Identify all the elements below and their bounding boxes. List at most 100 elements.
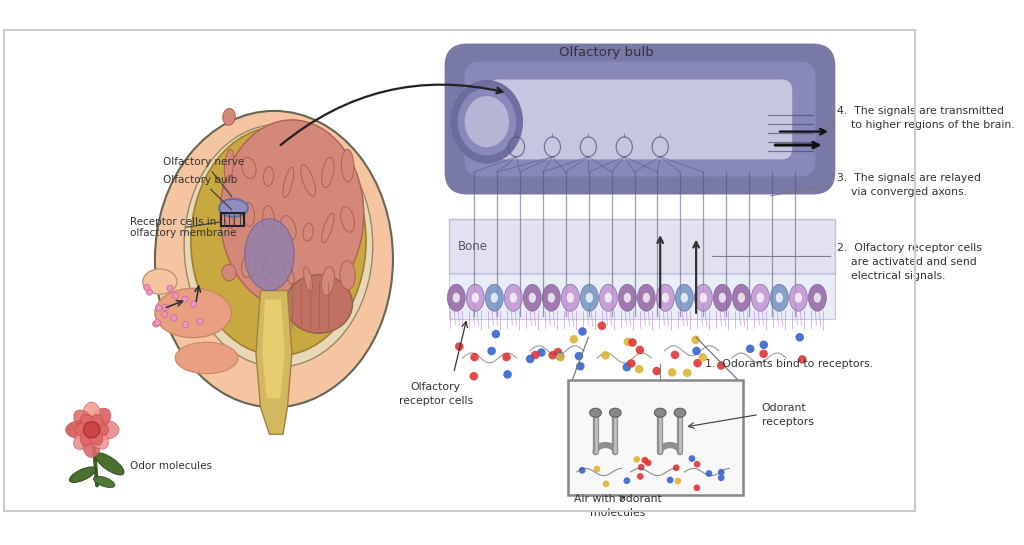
Ellipse shape [465,96,509,147]
Ellipse shape [636,346,644,354]
Ellipse shape [530,351,540,359]
Ellipse shape [155,319,161,326]
Ellipse shape [242,253,256,277]
Text: Air with odorant
molecules: Air with odorant molecules [574,494,662,518]
Ellipse shape [645,459,651,466]
Ellipse shape [155,288,231,338]
Ellipse shape [674,408,686,417]
Ellipse shape [283,167,294,197]
Ellipse shape [503,353,511,361]
Ellipse shape [143,284,150,290]
Ellipse shape [598,322,606,330]
Ellipse shape [219,199,248,217]
Ellipse shape [83,432,100,458]
Ellipse shape [624,477,630,484]
Text: Receptor cells in
olfactory membrane: Receptor cells in olfactory membrane [130,217,237,239]
Ellipse shape [263,167,273,186]
Ellipse shape [634,456,640,463]
Ellipse shape [153,321,159,327]
Ellipse shape [322,267,335,295]
Ellipse shape [89,408,111,431]
Ellipse shape [579,327,587,336]
Ellipse shape [172,293,178,299]
Ellipse shape [470,353,479,361]
Ellipse shape [795,292,803,303]
Ellipse shape [74,429,94,450]
Ellipse shape [84,422,99,438]
Ellipse shape [618,284,636,311]
Ellipse shape [220,120,364,308]
Ellipse shape [95,453,124,475]
Ellipse shape [760,341,768,349]
Ellipse shape [732,284,751,311]
Bar [567,380,742,495]
Ellipse shape [609,408,622,417]
Ellipse shape [556,353,564,361]
Ellipse shape [70,467,96,482]
Ellipse shape [528,292,537,303]
Ellipse shape [222,264,237,281]
Ellipse shape [561,284,580,311]
Ellipse shape [790,284,807,311]
Ellipse shape [624,292,632,303]
Ellipse shape [75,423,94,437]
Ellipse shape [523,284,542,311]
Ellipse shape [590,408,601,417]
Ellipse shape [155,111,393,407]
Ellipse shape [691,336,699,344]
Ellipse shape [652,367,660,376]
Ellipse shape [487,347,496,355]
Ellipse shape [286,275,352,333]
Ellipse shape [656,284,675,311]
Ellipse shape [642,292,650,303]
Ellipse shape [162,311,168,318]
Ellipse shape [671,350,679,359]
Ellipse shape [171,315,177,321]
Ellipse shape [90,420,119,439]
Ellipse shape [717,361,725,370]
Ellipse shape [537,348,546,357]
Text: Odor molecules: Odor molecules [130,461,212,471]
Ellipse shape [490,292,499,303]
Ellipse shape [283,258,294,285]
Ellipse shape [745,344,755,353]
Ellipse shape [80,427,95,445]
Ellipse shape [549,351,557,360]
Ellipse shape [752,284,769,311]
Ellipse shape [88,427,102,445]
Ellipse shape [667,477,674,483]
Ellipse shape [601,351,610,360]
Ellipse shape [74,410,94,431]
Ellipse shape [242,158,256,178]
FancyBboxPatch shape [487,80,793,160]
Ellipse shape [93,476,115,488]
Ellipse shape [190,301,197,307]
Ellipse shape [224,149,233,180]
Ellipse shape [586,292,593,303]
Ellipse shape [623,363,631,371]
Ellipse shape [340,261,355,289]
Ellipse shape [594,465,600,473]
Ellipse shape [466,284,484,311]
Ellipse shape [243,202,254,226]
Ellipse shape [182,296,188,302]
Ellipse shape [245,219,294,290]
Ellipse shape [574,352,584,360]
Ellipse shape [471,292,479,303]
Ellipse shape [163,304,169,311]
Text: Bone: Bone [458,240,488,253]
Ellipse shape [770,284,788,311]
Ellipse shape [808,284,826,311]
Ellipse shape [641,457,648,464]
Ellipse shape [675,477,681,485]
Ellipse shape [304,267,312,292]
Text: 3.  The signals are relayed
    via converged axons.: 3. The signals are relayed via converged… [838,173,981,197]
Text: 4.  The signals are transmitted
    to higher regions of the brain.: 4. The signals are transmitted to higher… [838,106,1015,130]
Ellipse shape [142,269,177,294]
Ellipse shape [699,292,708,303]
Ellipse shape [223,108,236,125]
Ellipse shape [581,284,598,311]
Text: Olfactory nerve: Olfactory nerve [164,156,245,197]
Ellipse shape [813,292,821,303]
Ellipse shape [775,292,783,303]
